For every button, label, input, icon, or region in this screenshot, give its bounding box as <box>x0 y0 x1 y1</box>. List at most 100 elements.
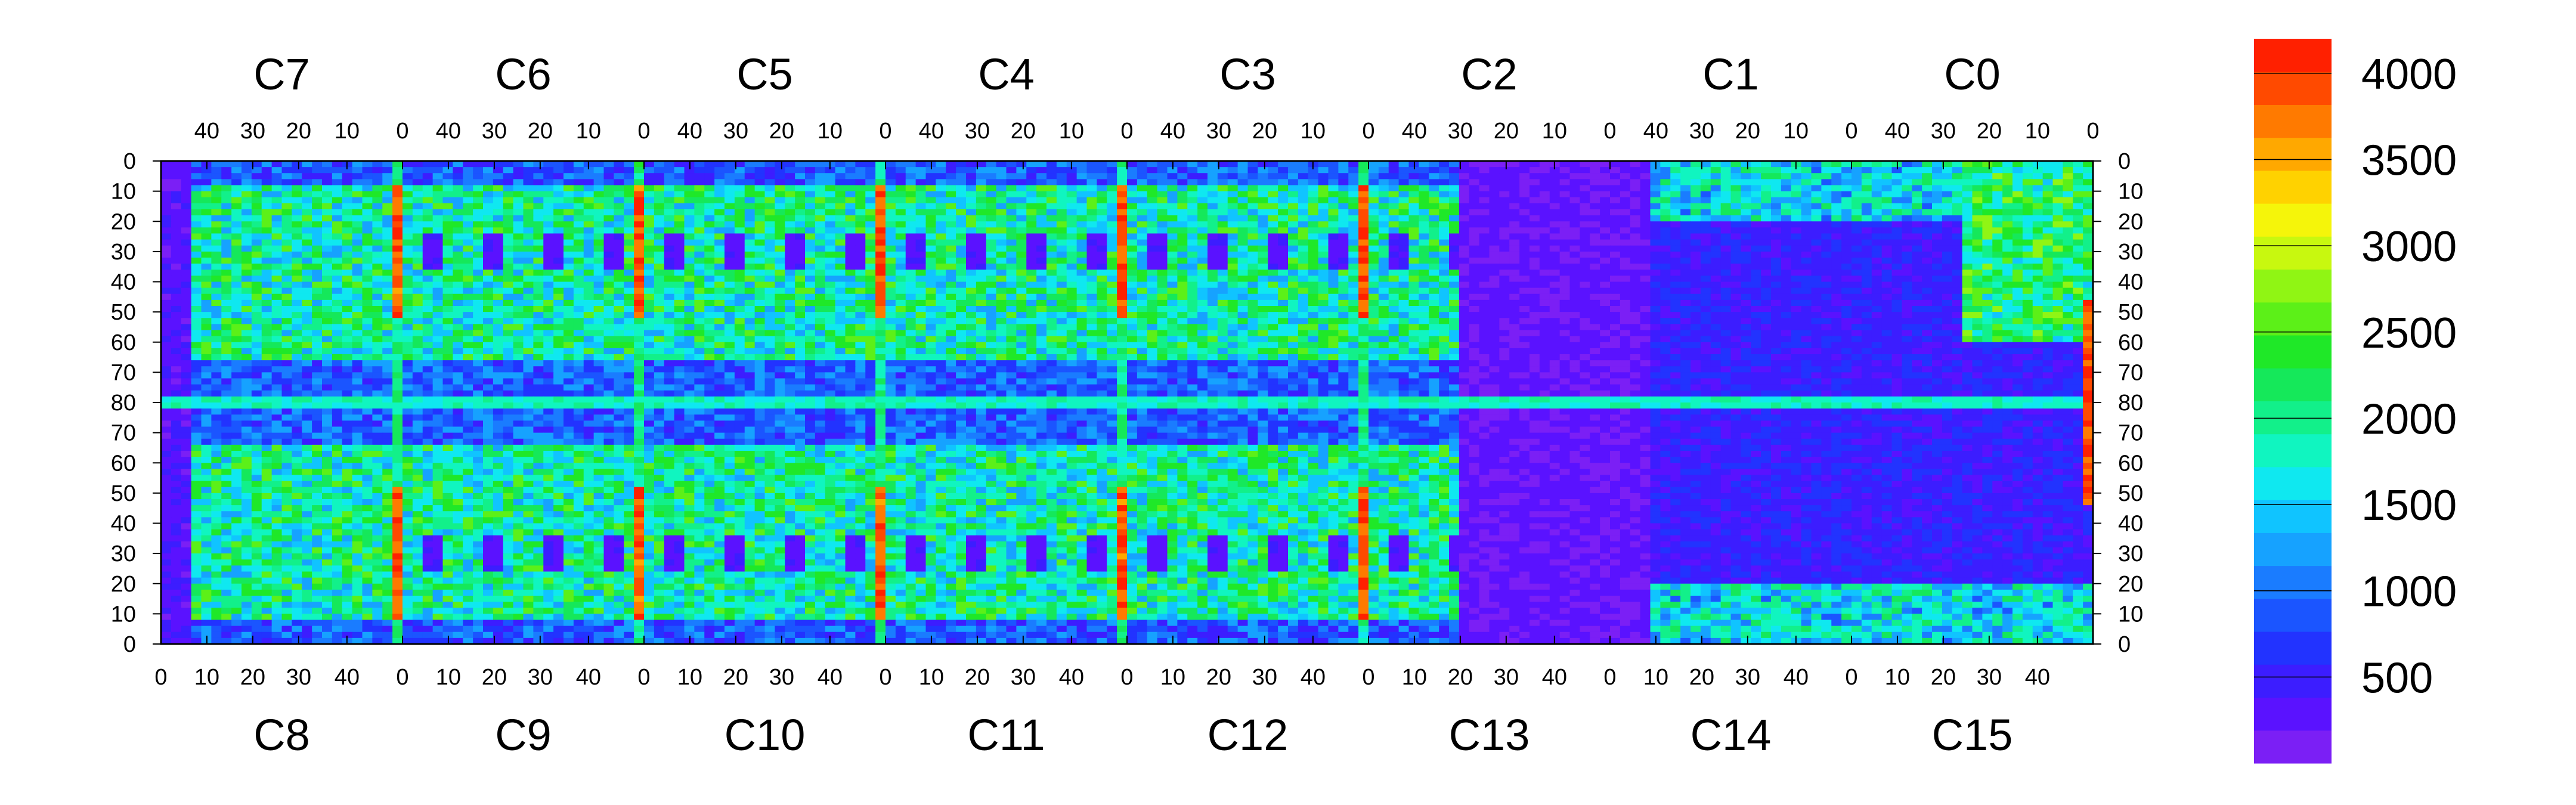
heatmap-cell <box>724 197 735 204</box>
heatmap-cell <box>1771 258 1782 264</box>
heatmap-cell <box>1891 281 1902 289</box>
heatmap-cell <box>905 203 917 210</box>
heatmap-cell <box>1187 275 1198 283</box>
heatmap-cell <box>1187 215 1198 222</box>
heatmap-cell <box>251 245 262 252</box>
heatmap-cell <box>1338 179 1349 186</box>
heatmap-cell <box>553 209 564 216</box>
heatmap-cell <box>1821 215 1832 222</box>
heatmap-cell <box>1247 191 1258 198</box>
heatmap-cell <box>1328 227 1339 234</box>
heatmap-cell <box>261 299 273 306</box>
heatmap-cell <box>694 281 705 289</box>
heatmap-cell <box>1992 161 2003 168</box>
heatmap-cell <box>946 179 956 186</box>
heatmap-cell <box>473 209 484 216</box>
heatmap-cell <box>1670 299 1681 306</box>
heatmap-cell <box>1278 264 1289 270</box>
heatmap-cell <box>634 203 645 210</box>
heatmap-cell <box>2073 258 2083 264</box>
heatmap-cell <box>362 287 373 295</box>
heatmap-cell <box>191 312 202 318</box>
heatmap-cell <box>644 251 655 258</box>
heatmap-cell <box>865 264 876 270</box>
heatmap-cell <box>734 173 745 179</box>
heatmap-cell <box>2052 191 2063 198</box>
heatmap-cell <box>221 215 232 222</box>
heatmap-cell <box>1439 233 1450 240</box>
heatmap-cell <box>1006 245 1017 252</box>
heatmap-cell <box>1972 275 1983 283</box>
heatmap-cell <box>1811 251 1822 258</box>
heatmap-cell <box>1237 167 1249 174</box>
heatmap-cell <box>1912 293 1922 301</box>
heatmap-cell <box>1177 299 1188 306</box>
heatmap-cell <box>1066 191 1078 198</box>
heatmap-cell <box>1902 221 1912 228</box>
heatmap-cell <box>292 312 302 318</box>
heatmap-cell <box>1559 306 1571 312</box>
heatmap-cell <box>583 281 595 289</box>
heatmap-cell <box>583 227 595 234</box>
heatmap-cell <box>1942 239 1953 246</box>
heatmap-cell <box>1177 312 1188 318</box>
heatmap-cell <box>161 312 172 318</box>
heatmap-cell <box>242 239 252 246</box>
heatmap-cell <box>1268 258 1278 264</box>
heatmap-cell <box>392 221 403 228</box>
heatmap-cell <box>1942 161 1953 168</box>
heatmap-cell <box>221 299 232 306</box>
heatmap-cell <box>1871 185 1883 192</box>
heatmap-cell <box>1590 167 1600 174</box>
heatmap-cell <box>886 167 896 174</box>
heatmap-cell <box>191 264 202 270</box>
heatmap-cell <box>1680 245 1691 252</box>
heatmap-cell <box>503 161 514 168</box>
heatmap-cell <box>281 299 292 306</box>
heatmap-cell <box>946 239 956 246</box>
heatmap-cell <box>1388 281 1400 289</box>
heatmap-cell <box>1630 191 1641 198</box>
heatmap-cell <box>1590 239 1600 246</box>
heatmap-cell <box>473 281 484 289</box>
heatmap-cell <box>1871 209 1883 216</box>
heatmap-cell <box>1298 161 1309 168</box>
heatmap-cell <box>1720 233 1732 240</box>
heatmap-cell <box>1781 191 1792 198</box>
heatmap-cell <box>664 227 675 234</box>
heatmap-cell <box>281 161 292 168</box>
heatmap-cell <box>1268 179 1278 186</box>
heatmap-cell <box>1177 179 1188 186</box>
heatmap-cell <box>1600 299 1611 306</box>
heatmap-cell <box>412 287 423 295</box>
heatmap-cell <box>1650 197 1661 204</box>
heatmap-cell <box>986 203 997 210</box>
heatmap-cell <box>2063 299 2073 306</box>
heatmap-cell <box>1509 197 1520 204</box>
heatmap-cell <box>2042 179 2054 186</box>
heatmap-cell <box>1318 197 1329 204</box>
heatmap-cell <box>473 245 484 252</box>
heatmap-cell <box>1046 173 1057 179</box>
heatmap-cell <box>1449 161 1460 168</box>
heatmap-cell <box>1097 167 1107 174</box>
heatmap-cell <box>1046 287 1057 295</box>
heatmap-cell <box>1177 251 1188 258</box>
heatmap-cell <box>1992 191 2003 198</box>
heatmap-cell <box>966 251 977 258</box>
heatmap-cell <box>1408 227 1419 234</box>
heatmap-cell <box>1700 221 1711 228</box>
heatmap-cell <box>1217 258 1228 264</box>
heatmap-cell <box>704 258 715 264</box>
heatmap-cell <box>1026 287 1037 295</box>
heatmap-cell <box>1600 173 1611 179</box>
heatmap-cell <box>583 293 595 301</box>
heatmap-cell <box>1016 275 1027 283</box>
heatmap-cell <box>1217 251 1228 258</box>
heatmap-cell <box>1268 281 1278 289</box>
heatmap-cell <box>1076 299 1088 306</box>
heatmap-cell <box>785 258 795 264</box>
heatmap-cell <box>1328 191 1339 198</box>
heatmap-cell <box>1952 258 1963 264</box>
heatmap-cell <box>231 179 242 186</box>
